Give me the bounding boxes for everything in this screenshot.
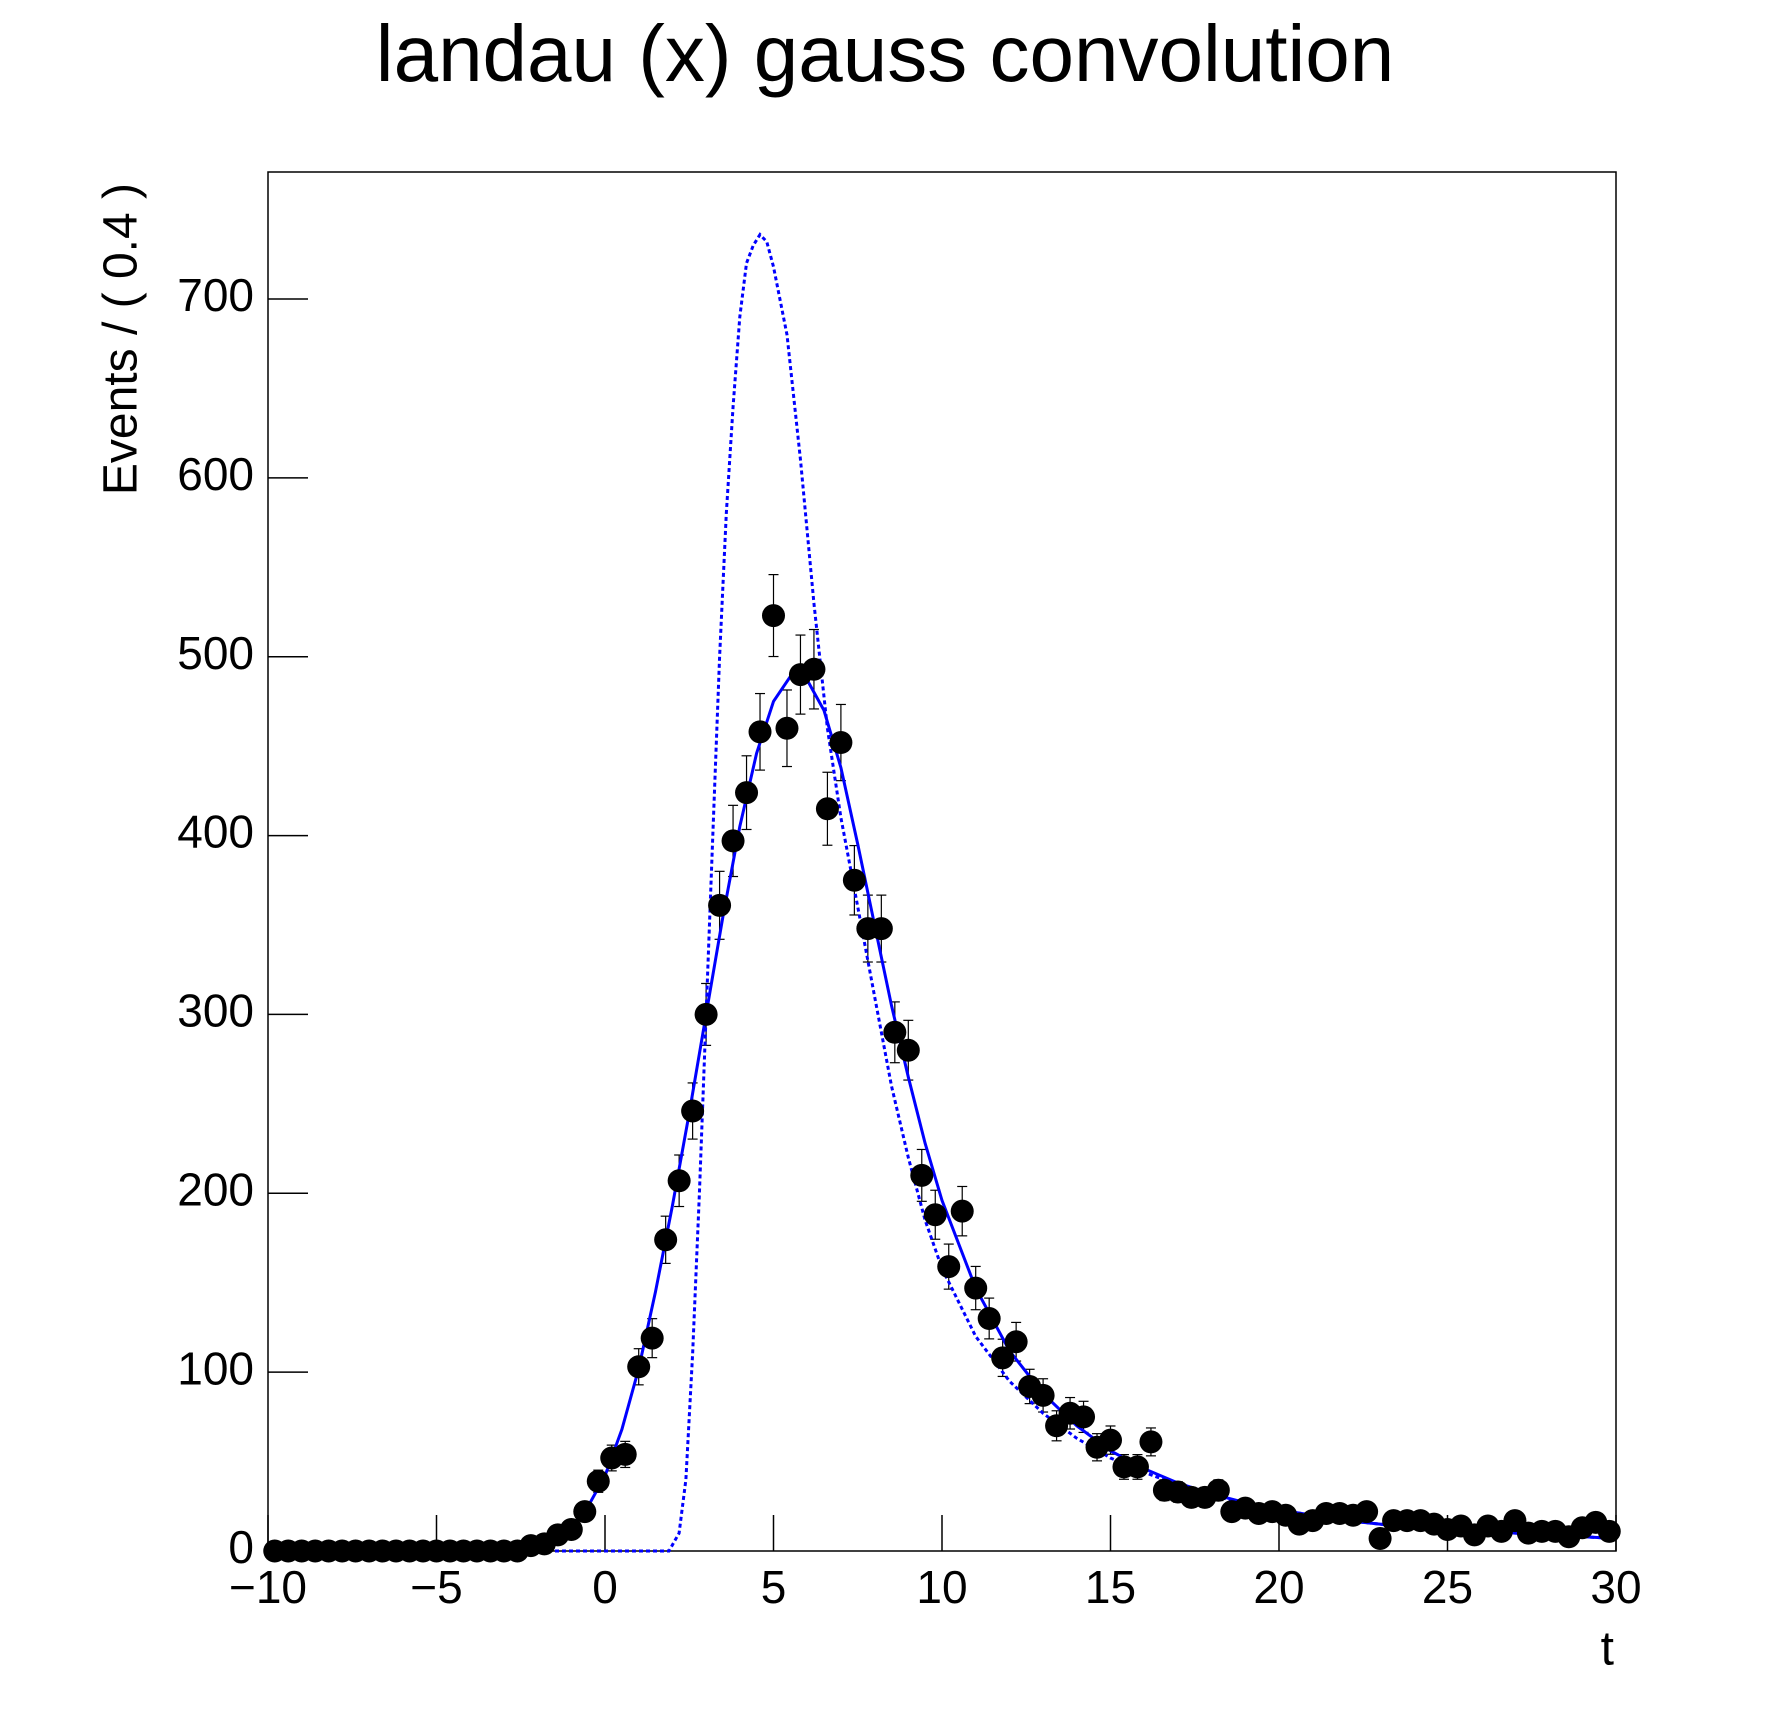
data-point: [1031, 1383, 1055, 1407]
x-tick-label: 30: [1590, 1561, 1641, 1613]
x-tick-label: 0: [592, 1561, 618, 1613]
data-point: [667, 1169, 691, 1193]
data-point: [586, 1469, 610, 1493]
data-point: [977, 1306, 1001, 1330]
data-point: [842, 868, 866, 892]
data-point: [721, 829, 745, 853]
data-point: [1139, 1430, 1163, 1454]
data-point: [694, 1002, 718, 1026]
data-point: [1099, 1428, 1122, 1452]
data-point: [910, 1163, 934, 1187]
x-tick-label: 15: [1085, 1561, 1136, 1613]
data-point: [950, 1199, 974, 1223]
y-tick-label: 500: [177, 627, 254, 679]
data-point: [735, 781, 759, 805]
y-tick-label: 400: [177, 806, 254, 858]
data-point: [869, 917, 893, 941]
data-point: [708, 893, 732, 917]
data-point: [1355, 1500, 1379, 1524]
data-point: [991, 1346, 1015, 1370]
data-point: [762, 604, 785, 628]
y-axis-label: Events / ( 0.4 ): [95, 183, 148, 495]
x-tick-label: −5: [410, 1561, 462, 1613]
data-point: [1206, 1478, 1230, 1502]
data-point: [937, 1255, 961, 1279]
x-tick-label: −10: [229, 1561, 307, 1613]
data-point: [1368, 1526, 1392, 1550]
data-point: [613, 1442, 637, 1466]
data-point: [896, 1038, 920, 1062]
y-tick-label: 100: [177, 1342, 254, 1394]
data-point: [627, 1355, 651, 1379]
data-point: [815, 797, 839, 821]
data-point: [573, 1500, 597, 1524]
x-tick-label: 20: [1253, 1561, 1304, 1613]
data-point: [829, 731, 853, 755]
data-point: [883, 1020, 907, 1044]
x-tick-label: 5: [761, 1561, 787, 1613]
data-point: [1072, 1405, 1096, 1429]
data-point: [802, 657, 826, 681]
data-point: [748, 720, 772, 744]
chart-title: landau (x) gauss convolution: [376, 9, 1394, 98]
data-point: [1004, 1330, 1028, 1354]
x-tick-label: 25: [1422, 1561, 1473, 1613]
data-point: [559, 1518, 583, 1542]
data-point: [964, 1276, 988, 1300]
data-point: [775, 716, 799, 740]
data-point: [1125, 1455, 1149, 1479]
data-point: [654, 1228, 678, 1252]
data-point: [681, 1099, 705, 1123]
y-tick-label: 300: [177, 985, 254, 1037]
y-tick-label: 0: [228, 1521, 254, 1573]
y-tick-label: 700: [177, 269, 254, 321]
data-point: [1597, 1519, 1621, 1543]
data-point: [640, 1326, 664, 1350]
data-point: [923, 1203, 947, 1227]
x-tick-label: 10: [916, 1561, 967, 1613]
y-tick-label: 200: [177, 1163, 254, 1215]
y-tick-label: 600: [177, 448, 254, 500]
x-axis-label: t: [1601, 1623, 1614, 1676]
